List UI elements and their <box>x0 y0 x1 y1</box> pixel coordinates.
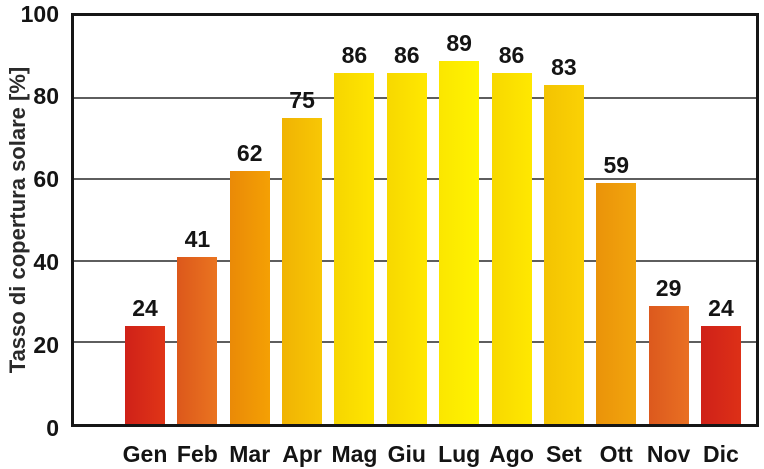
bar-value-label: 75 <box>289 87 315 113</box>
bar-slot-mag: 86 Mag <box>331 16 377 466</box>
y-tick-label-100: 100 <box>20 0 59 27</box>
bar-ott <box>596 183 637 424</box>
bar-value-label: 86 <box>341 42 368 69</box>
bar-slot-dic: 24 Dic <box>700 16 741 466</box>
x-tick-label-set: Set <box>545 441 582 467</box>
x-tick-label-apr: Apr <box>282 441 322 467</box>
bar-giu <box>386 73 427 424</box>
bar-value-label: 86 <box>394 42 420 69</box>
x-tick-label-feb: Feb <box>176 441 218 467</box>
bar-slot-set: 83 Set <box>543 16 584 466</box>
x-tick-label-mar: Mar <box>229 441 271 467</box>
bar-value-label: 29 <box>655 274 682 301</box>
x-tick-label-mag: Mag <box>331 441 378 467</box>
bar-slot-apr: 75 Apr <box>282 16 323 466</box>
bar-lug <box>439 60 480 424</box>
bar-slot-nov: 29 Nov <box>647 16 690 465</box>
bar-mar <box>229 171 270 424</box>
bar-value-label: 83 <box>551 54 577 81</box>
bar-slot-feb: 41 Feb <box>177 16 218 465</box>
x-tick-label-giu: Giu <box>387 441 426 467</box>
x-tick-label-gen: Gen <box>122 441 168 467</box>
x-tick-label-nov: Nov <box>646 441 691 467</box>
y-tick-label-0: 0 <box>46 414 59 441</box>
bar-ago <box>491 73 532 424</box>
bar-value-label: 24 <box>132 295 158 322</box>
x-tick-label-lug: Lug <box>438 441 481 467</box>
bar-apr <box>282 118 323 424</box>
bar-value-label: 62 <box>236 140 263 167</box>
bar-slot-ago: 86 Ago <box>489 16 534 466</box>
bar-value-label: 86 <box>498 42 525 69</box>
bar-slot-giu: 86 Giu <box>386 16 427 466</box>
bars-container: 24 Gen 41 Feb 62 Mar 75 Apr 86 Mag 86 Giu 89 Lug 86 Ago… <box>74 16 756 466</box>
y-axis-title: Tasso di copertura solare [%] <box>5 66 30 374</box>
y-tick-label-80: 80 <box>33 83 59 110</box>
bar-feb <box>177 256 218 424</box>
bar-slot-mar: 62 Mar <box>229 16 270 466</box>
bar-value-label: 41 <box>184 225 211 252</box>
y-tick-label-60: 60 <box>33 166 59 193</box>
x-tick-label-ott: Ott <box>599 441 633 467</box>
bar-mag <box>334 73 375 424</box>
y-tick-label-20: 20 <box>33 331 59 358</box>
bar-set <box>543 85 584 424</box>
x-tick-label-ago: Ago <box>489 441 534 467</box>
bar-slot-lug: 89 Lug <box>438 16 480 465</box>
y-tick-label-40: 40 <box>33 248 59 275</box>
bar-dic <box>700 326 741 424</box>
bar-nov <box>648 305 689 424</box>
bar-slot-gen: 24 Gen <box>123 16 168 466</box>
bar-slot-ott: 59 Ott <box>596 16 637 466</box>
x-tick-label-dic: Dic <box>703 441 739 467</box>
plot-area: 24 Gen 41 Feb 62 Mar 75 Apr 86 Mag 86 Giu 89 Lug 86 Ago… <box>71 13 759 466</box>
bar-value-label: 24 <box>708 295 734 322</box>
bar-value-label: 89 <box>446 29 472 56</box>
bar-value-label: 59 <box>603 152 630 179</box>
bar-gen <box>125 326 165 424</box>
